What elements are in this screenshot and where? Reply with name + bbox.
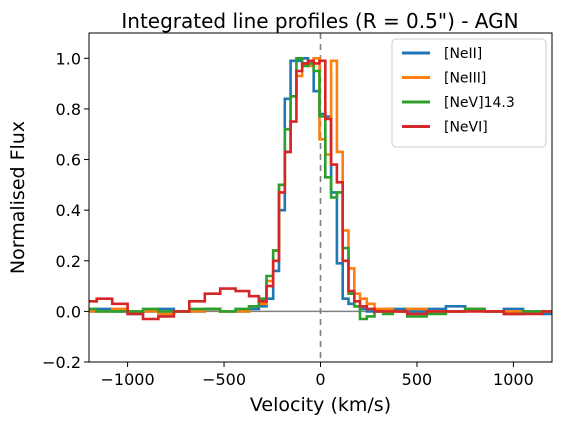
x-axis-ticks: −1000 −500 0 500 1000 (101, 362, 534, 389)
chart-title: Integrated line profiles (R = 0.5") - AG… (121, 9, 518, 33)
y-tick-label: 1.0 (56, 49, 81, 68)
y-tick-label: −0.2 (42, 353, 81, 372)
y-axis-label: Normalised Flux (7, 121, 29, 274)
legend-label: [NeIII] (444, 71, 486, 87)
y-tick-label: 0.4 (56, 201, 81, 220)
x-axis-label: Velocity (km/s) (250, 394, 391, 416)
y-tick-label: 0.2 (56, 252, 81, 271)
y-axis-ticks: −0.2 0.0 0.2 0.4 0.6 0.8 1.0 (42, 49, 89, 372)
x-tick-label: 500 (402, 370, 433, 389)
x-tick-label: −1000 (101, 370, 155, 389)
x-tick-label: 0 (315, 370, 325, 389)
legend-label: [NeII] (444, 46, 482, 62)
x-tick-label: −500 (202, 370, 246, 389)
legend-label: [NeV]14.3 (444, 95, 515, 111)
x-tick-label: 1000 (493, 370, 534, 389)
legend-label: [NeVI] (444, 120, 488, 136)
y-tick-label: 0.6 (56, 151, 81, 170)
y-tick-label: 0.8 (56, 100, 81, 119)
legend: [NeII] [NeIII] [NeV]14.3 [NeVI] (392, 39, 546, 147)
y-tick-label: 0.0 (56, 302, 81, 321)
